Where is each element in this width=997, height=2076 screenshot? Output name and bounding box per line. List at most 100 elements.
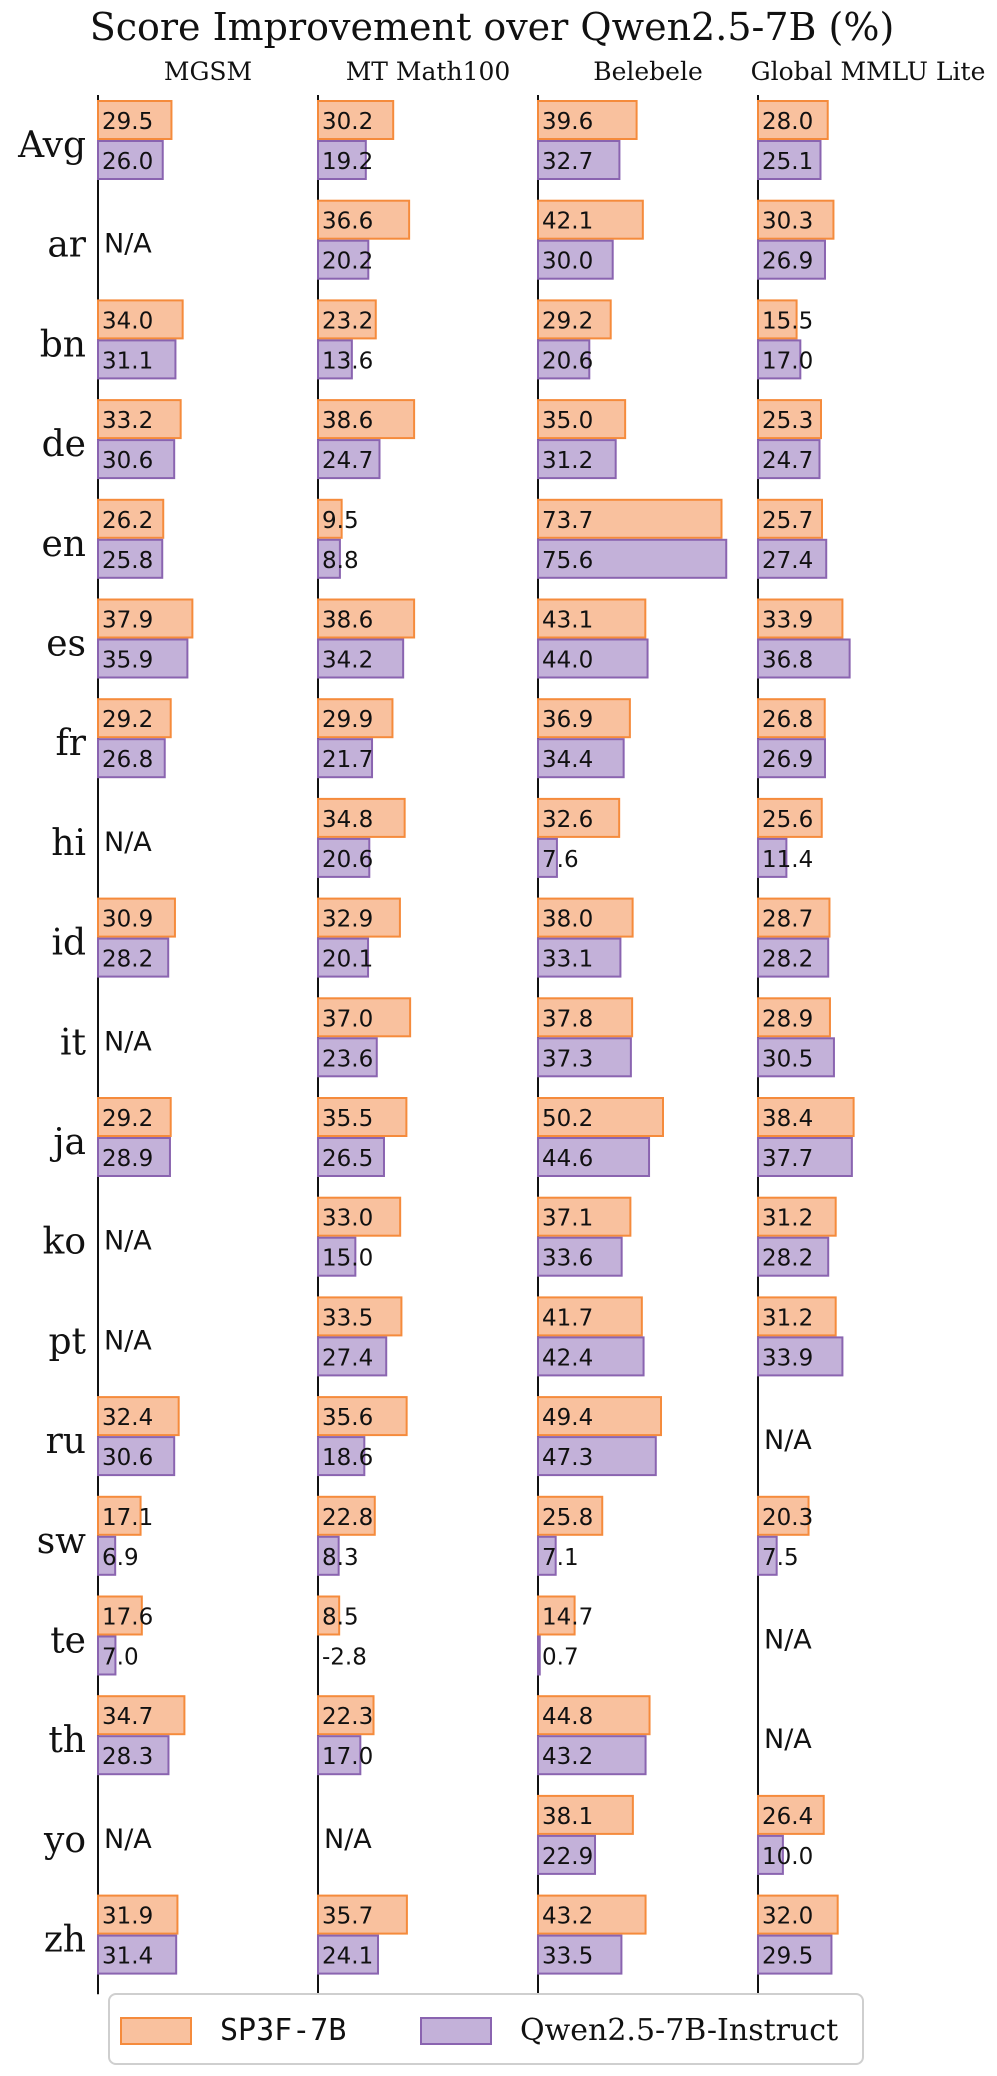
data-label: 18.6 (322, 1445, 373, 1471)
bar-qwen2-5-7b-instruct-de (97, 439, 176, 480)
data-label: 17.0 (322, 1744, 373, 1770)
data-label: 20.6 (542, 348, 593, 374)
panel-title: MT Math100 (346, 57, 511, 86)
bar-qwen2-5-7b-instruct-zh (317, 1934, 380, 1975)
category-label-bn: bn (40, 324, 86, 365)
panel-mgsm: MGSM 29.5 26.0 N/A 34.0 31.1 33.2 30.6 26.2 25.8 3… (97, 57, 252, 1995)
data-label: 26.9 (762, 747, 813, 773)
category-label-ko: ko (43, 1222, 87, 1263)
bar-sp3f-7b-ko (317, 1196, 402, 1237)
bar-qwen2-5-7b-instruct-te (537, 1635, 541, 1676)
panel-title: Global MMLU Lite (751, 57, 986, 86)
data-label: 8.5 (322, 1605, 359, 1631)
bar-qwen2-5-7b-instruct-Avg (757, 140, 822, 180)
na-label: N/A (324, 1824, 372, 1855)
data-label: 32.9 (322, 907, 373, 933)
data-label: 31.4 (102, 1944, 153, 1970)
bar-sp3f-7b-de (97, 399, 182, 440)
category-label-zh: zh (44, 1920, 86, 1961)
data-label: 30.3 (762, 209, 813, 235)
data-label: 32.6 (542, 807, 593, 833)
data-label: 33.6 (542, 1246, 593, 1272)
data-label: 34.4 (542, 747, 593, 773)
legend-swatch-qwen (420, 2016, 492, 2045)
data-label: 43.2 (542, 1904, 593, 1930)
bar-qwen2-5-7b-instruct-es (317, 638, 405, 679)
data-label: 37.0 (322, 1006, 373, 1032)
data-label: 38.6 (322, 408, 373, 434)
data-label: 20.2 (322, 249, 373, 275)
data-label: 47.3 (542, 1445, 593, 1471)
data-label: 29.5 (762, 1944, 813, 1970)
data-label: 26.4 (762, 1804, 813, 1830)
data-label: 9.5 (322, 508, 359, 534)
data-label: 35.7 (322, 1904, 373, 1930)
bar-qwen2-5-7b-instruct-ja (537, 1137, 651, 1177)
category-label-te: te (50, 1621, 86, 1662)
bar-qwen2-5-7b-instruct-hi (537, 837, 558, 878)
data-label: 24.7 (762, 448, 813, 474)
legend-label-qwen: Qwen2.5-7B-Instruct (520, 2013, 839, 2048)
data-label: 11.4 (762, 847, 813, 873)
data-label: 37.7 (762, 1146, 813, 1172)
bar-qwen2-5-7b-instruct-en (757, 538, 828, 579)
data-label: 38.1 (542, 1804, 593, 1830)
data-label: 15.0 (322, 1246, 373, 1272)
data-label: 37.8 (542, 1006, 593, 1032)
bar-sp3f-7b-ar (537, 199, 644, 240)
bar-qwen2-5-7b-instruct-th (537, 1735, 647, 1776)
bar-sp3f-7b-pt (757, 1296, 837, 1337)
bar-qwen2-5-7b-instruct-zh (537, 1934, 623, 1975)
bar-sp3f-7b-es (757, 598, 844, 639)
data-label: 30.5 (762, 1046, 813, 1072)
bar-sp3f-7b-de (317, 399, 416, 440)
data-label: 32.4 (102, 1405, 153, 1431)
data-label: 31.9 (102, 1904, 153, 1930)
bar-qwen2-5-7b-instruct-fr (97, 738, 166, 779)
bar-sp3f-7b-ru (537, 1396, 663, 1437)
data-label: 20.1 (322, 947, 373, 973)
data-label: 26.9 (762, 249, 813, 275)
category-label-en: en (42, 524, 87, 565)
bar-qwen2-5-7b-instruct-it (317, 1037, 378, 1078)
bar-qwen2-5-7b-instruct-en (317, 538, 341, 579)
bar-sp3f-7b-ko (757, 1196, 837, 1237)
bar-qwen2-5-7b-instruct-zh (757, 1934, 833, 1975)
data-label: 36.9 (542, 707, 593, 733)
bar-qwen2-5-7b-instruct-ko (757, 1236, 830, 1277)
data-label: 28.3 (102, 1744, 153, 1770)
bar-qwen2-5-7b-instruct-pt (317, 1336, 388, 1377)
data-label: 35.5 (322, 1106, 373, 1132)
bar-qwen2-5-7b-instruct-ru (537, 1436, 657, 1477)
bar-sp3f-7b-id (537, 897, 634, 938)
legend-item-qwen: Qwen2.5-7B-Instruct (420, 2013, 838, 2048)
data-label: 44.0 (542, 648, 593, 674)
data-label: 30.0 (542, 249, 593, 275)
bar-qwen2-5-7b-instruct-id (537, 937, 622, 978)
bar-qwen2-5-7b-instruct-Avg (97, 140, 164, 180)
bar-sp3f-7b-bn (97, 299, 184, 340)
legend-swatch-sp3f (120, 2016, 192, 2045)
category-label-fr: fr (55, 723, 86, 764)
data-label: 24.7 (322, 448, 373, 474)
bar-sp3f-7b-zh (537, 1894, 647, 1935)
bar-qwen2-5-7b-instruct-th (317, 1735, 362, 1776)
legend-label-sp3f: SP3F-7B (220, 2013, 347, 2048)
data-label: 20.3 (762, 1505, 813, 1531)
data-label: 33.9 (762, 1345, 813, 1371)
data-label: 38.0 (542, 907, 593, 933)
bar-qwen2-5-7b-instruct-pt (537, 1336, 645, 1377)
data-label: 17.1 (102, 1505, 153, 1531)
data-label: 6.9 (102, 1545, 139, 1571)
data-label: 26.2 (102, 508, 153, 534)
category-label-ja: ja (49, 1122, 86, 1163)
data-label: 35.0 (542, 408, 593, 434)
data-label: 26.8 (102, 747, 153, 773)
data-label: 23.2 (322, 308, 373, 334)
category-label-ru: ru (46, 1421, 86, 1462)
category-label-id: id (51, 923, 86, 964)
data-label: 17.6 (102, 1605, 153, 1631)
legend-item-sp3f: SP3F-7B (120, 2013, 346, 2048)
panel-title: Belebele (593, 57, 703, 86)
data-label: 29.5 (102, 109, 153, 135)
